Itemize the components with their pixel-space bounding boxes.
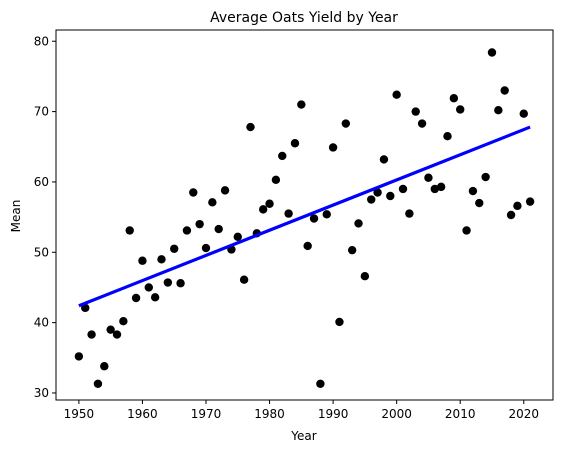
data-point [322,210,331,219]
x-axis-label: Year [290,429,316,443]
data-point [170,244,179,253]
data-point [430,184,439,194]
data-point [392,90,401,99]
data-point [398,184,408,194]
data-point [386,191,395,201]
data-point [220,186,230,195]
data-point [195,219,204,229]
x-tick-label: 1980 [254,407,285,421]
data-point [297,100,306,109]
y-tick-label: 80 [34,34,49,48]
data-point [443,132,452,141]
data-point [176,279,185,288]
data-point [131,293,141,303]
data-point [189,188,198,197]
data-point [138,256,147,265]
data-point [150,293,160,302]
x-tick-label: 1990 [318,407,349,421]
data-point [316,379,325,389]
data-point [494,105,503,115]
data-point [411,107,420,116]
trend-line [78,125,531,308]
data-point [335,317,344,327]
data-point [379,155,389,164]
data-point [456,105,465,114]
data-point [201,243,211,253]
data-point [462,226,471,235]
data-point [278,151,287,161]
data-point [74,352,84,361]
data-point [487,48,497,57]
x-tick-label: 2020 [508,407,539,421]
data-point [417,119,427,128]
data-point [405,209,414,218]
x-tick-label: 1950 [64,407,95,421]
data-point [513,201,522,211]
chart-title: Average Oats Yield by Year [210,10,398,26]
data-point [328,143,338,152]
y-tick-label: 30 [34,386,49,400]
data-point [519,109,528,118]
data-point [144,283,153,292]
y-axis-label: Mean [9,200,23,233]
data-point [233,232,242,242]
data-point [119,317,128,326]
y-tick-label: 50 [34,245,49,259]
y-tick-label: 70 [34,105,49,119]
data-point [303,241,312,251]
data-point [373,188,382,197]
data-point [290,139,300,148]
data-point [468,186,478,196]
data-point [354,219,363,228]
data-point [106,325,115,334]
data-point [208,198,217,207]
x-tick-label: 1960 [127,407,158,421]
data-point [449,94,459,103]
axes: 1950 1960 1970 1980 1990 2000 2010 2020 30 40 50 60… [34,29,554,421]
data-point [341,119,351,128]
data-point [265,199,274,208]
data-point [525,197,535,206]
data-point [93,379,103,389]
data-point [475,198,484,208]
data-point [112,330,122,339]
data-point [271,175,281,185]
data-point [100,362,109,371]
data-point [481,172,490,182]
trend-line-group [78,125,531,308]
data-point [424,173,433,182]
x-tick-label: 2010 [445,407,476,421]
plot-frame [55,29,554,401]
data-point [246,122,255,132]
data-point [309,214,319,223]
data-point [347,245,357,255]
data-point [157,255,166,264]
data-point [506,210,516,220]
data-point [258,205,268,214]
scatter-points [74,48,535,389]
data-point [360,271,370,281]
x-tick-label: 1970 [191,407,222,421]
y-tick-label: 40 [34,316,49,330]
data-point [239,275,249,284]
data-point [436,182,446,192]
data-point [163,278,173,287]
y-tick-label: 60 [34,175,49,189]
data-point [87,330,96,339]
data-point [284,209,293,218]
x-tick-label: 2000 [381,407,412,421]
data-point [500,86,509,95]
data-point [125,226,134,235]
data-point [214,224,223,234]
data-point [367,195,376,204]
data-point [182,226,192,235]
